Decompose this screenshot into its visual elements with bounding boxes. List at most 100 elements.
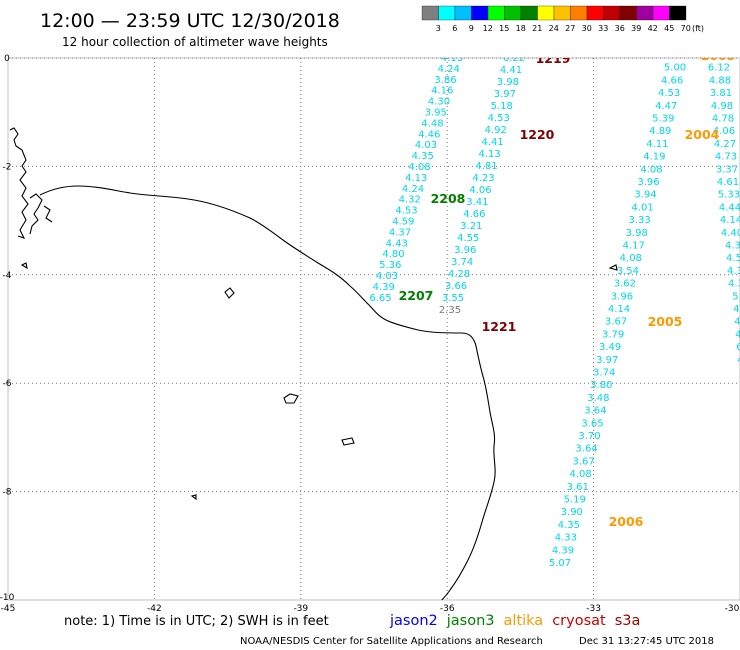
track-time-label: 2207 xyxy=(399,288,434,303)
legend-label-27: 27 xyxy=(565,24,575,33)
track-time-label: 1220 xyxy=(520,127,555,142)
swh-value: 3.96 xyxy=(611,291,633,302)
swh-value: 4.06 xyxy=(469,185,491,196)
swh-value: 4.48 xyxy=(421,118,443,129)
swh-value: 3.79 xyxy=(602,329,624,340)
swh-value: 5.18 xyxy=(491,101,513,112)
swh-value: 3.81 xyxy=(710,88,732,99)
legend-label-45: 45 xyxy=(664,24,674,33)
swh-value: 4.66 xyxy=(661,75,683,86)
swh-value: 3.61 xyxy=(567,482,589,493)
swh-value: 3.70 xyxy=(578,431,600,442)
swh-value: 5. xyxy=(732,291,740,302)
legend-label-36: 36 xyxy=(615,24,625,33)
lon-tick-label: -36 xyxy=(440,604,455,614)
swh-value: 3.67 xyxy=(605,317,627,328)
swh-value: 4.88 xyxy=(709,75,731,86)
swh-value: 3.98 xyxy=(497,77,519,88)
swh-value: 4.92 xyxy=(485,125,507,136)
lon-tick-label: -42 xyxy=(147,604,162,614)
satellite-names: jason2 jason3 altika cryosat s3a xyxy=(389,613,640,629)
legend-swatch-42 xyxy=(636,5,654,21)
legend-label-42: 42 xyxy=(648,24,658,33)
island-a xyxy=(224,287,235,299)
swh-value: 4. xyxy=(734,317,740,328)
swh-value: 4.03 xyxy=(376,271,398,282)
swh-value: 6.12 xyxy=(708,63,730,74)
swh-value: 4.23 xyxy=(472,173,494,184)
swh-value: 3.80 xyxy=(590,380,612,391)
swh-value: 3.64 xyxy=(584,406,606,417)
swh-value: 4.46 xyxy=(418,129,440,140)
swh-value: 5.39 xyxy=(652,114,674,125)
swh-value: 5.07 xyxy=(549,558,571,569)
island-f xyxy=(190,494,197,501)
swh-value: 3.97 xyxy=(596,355,618,366)
track-time-label: 1219 xyxy=(536,51,571,66)
swh-value: 3.95 xyxy=(425,108,447,119)
legend-label-39: 39 xyxy=(631,24,641,33)
legend-swatch-21 xyxy=(520,5,538,21)
swh-value: 4.41 xyxy=(500,65,522,76)
swh-value: 4.08 xyxy=(640,164,662,175)
lat-tick-label: -10 xyxy=(0,593,15,603)
swh-value: 4. xyxy=(737,355,740,366)
track-time-label: 1221 xyxy=(482,319,517,334)
swh-value: 4.53 xyxy=(658,88,680,99)
plot-frame xyxy=(7,57,740,601)
swh-value: 4.35 xyxy=(558,520,580,531)
swh-value: 3.49 xyxy=(599,342,621,353)
brazil-coastline xyxy=(39,185,496,600)
swh-value: 4.47 xyxy=(655,101,677,112)
island-d xyxy=(608,264,618,271)
swh-value: 4.13 xyxy=(405,173,427,184)
swh-value: 4.89 xyxy=(649,126,671,137)
swh-value: 4.33 xyxy=(555,533,577,544)
lon-tick-label: -33 xyxy=(586,604,601,614)
swh-value: 4.06 xyxy=(713,126,735,137)
lat-tick-label: -6 xyxy=(3,379,12,389)
track-time-label: 2208 xyxy=(431,191,466,206)
map-title: 12:00 — 23:59 UTC 12/30/2018 xyxy=(40,10,340,32)
longitude-ticks: -45 -42 -39 -36 -33 -30 xyxy=(1,604,740,614)
lon-tick-label: -30 xyxy=(725,604,740,614)
legend-label-21: 21 xyxy=(532,24,542,33)
swh-value: 3.66 xyxy=(445,281,467,292)
satellite-name-jason2: jason2 xyxy=(389,613,438,629)
swh-value: 4.40 xyxy=(721,228,740,239)
swh-value: 4.66 xyxy=(463,209,485,220)
swh-value: 3.21 xyxy=(460,221,482,232)
swh-value: 4.3 xyxy=(725,241,740,252)
legend-swatch-27 xyxy=(553,5,571,21)
legend-label-3: 3 xyxy=(436,24,441,33)
swh-value: 6.65 xyxy=(369,293,391,304)
swh-value: 4.17 xyxy=(623,241,645,252)
swh-value: 4.08 xyxy=(620,253,642,264)
swh-value: 3.94 xyxy=(634,190,656,201)
swh-value: 3.96 xyxy=(454,245,476,256)
swh-value: 4.53 xyxy=(488,113,510,124)
lon-tick-label: -39 xyxy=(293,604,308,614)
legend-label-30: 30 xyxy=(582,24,592,33)
legend-swatch-15 xyxy=(487,5,505,21)
legend-swatch-45 xyxy=(652,5,670,21)
swh-value: 4.81 xyxy=(475,161,497,172)
swh-value: 4.59 xyxy=(392,217,414,228)
swh-value: 4.78 xyxy=(712,114,734,125)
swh-value: 2.35 xyxy=(439,305,461,316)
swh-value: 4.08 xyxy=(408,162,430,173)
swh-value: 4.30 xyxy=(428,97,450,108)
legend-swatch-36 xyxy=(603,5,621,21)
legend-label-12: 12 xyxy=(483,24,493,33)
track-time-label: 2004 xyxy=(685,127,720,142)
legend-swatch-6 xyxy=(438,5,456,21)
legend-swatch-39 xyxy=(619,5,637,21)
swh-value: 4.80 xyxy=(382,249,404,260)
swh-value: 4.03 xyxy=(415,140,437,151)
footer-credit: NOAA/NESDIS Center for Satellite Applica… xyxy=(240,636,543,647)
lon-tick-label: -45 xyxy=(1,604,16,614)
swh-value: 5.36 xyxy=(379,260,401,271)
swh-value: 4.13 xyxy=(478,149,500,160)
legend-unit: (ft) xyxy=(692,24,704,33)
swh-value: 3.96 xyxy=(637,177,659,188)
